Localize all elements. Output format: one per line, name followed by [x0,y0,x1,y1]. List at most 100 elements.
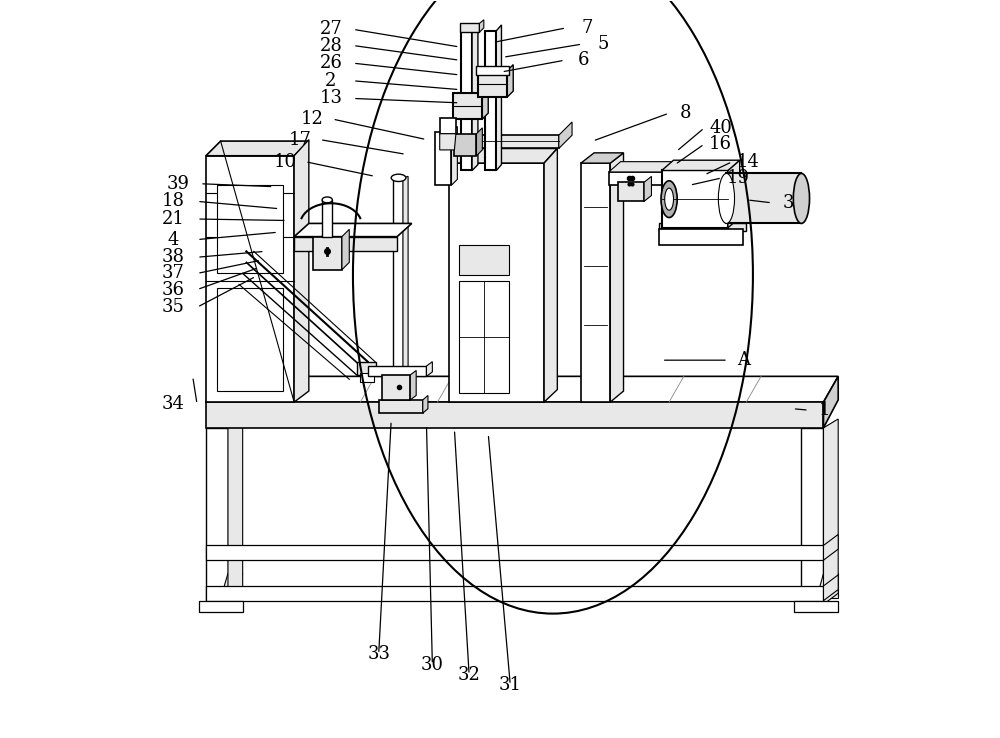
Polygon shape [823,575,838,601]
Ellipse shape [322,197,332,203]
Polygon shape [459,246,509,275]
Polygon shape [423,396,428,413]
Polygon shape [221,573,243,599]
Polygon shape [294,139,309,402]
Polygon shape [726,173,801,224]
Text: 7: 7 [581,19,592,37]
Text: 17: 17 [289,131,311,148]
Polygon shape [706,162,718,185]
Polygon shape [461,31,472,170]
Polygon shape [410,370,416,400]
Text: A: A [738,351,751,369]
Text: 18: 18 [162,193,185,210]
Polygon shape [453,92,482,119]
Polygon shape [451,126,457,185]
Ellipse shape [322,234,332,240]
Polygon shape [313,237,342,270]
Text: 33: 33 [367,645,390,663]
Polygon shape [823,376,838,428]
Text: 40: 40 [709,119,732,137]
Polygon shape [449,163,544,402]
Polygon shape [609,162,718,172]
Polygon shape [459,280,509,393]
Ellipse shape [718,173,735,224]
Text: 4: 4 [168,230,179,249]
Polygon shape [581,163,610,402]
Polygon shape [823,419,838,604]
Polygon shape [440,117,456,134]
Polygon shape [801,428,823,604]
Polygon shape [426,362,432,376]
Polygon shape [403,176,408,402]
Text: 12: 12 [301,110,324,128]
Text: 36: 36 [162,280,185,299]
Text: 27: 27 [320,21,342,38]
Polygon shape [482,86,488,119]
Polygon shape [816,573,838,599]
Polygon shape [609,172,706,185]
Text: 6: 6 [578,51,590,69]
Polygon shape [823,534,838,560]
Polygon shape [610,153,624,402]
Text: 35: 35 [162,298,185,317]
Text: 26: 26 [319,54,342,72]
Polygon shape [206,376,838,402]
Polygon shape [206,428,228,604]
Polygon shape [368,366,426,376]
Polygon shape [322,200,332,237]
Text: 30: 30 [421,655,444,674]
Polygon shape [559,122,572,148]
Ellipse shape [661,181,677,218]
Polygon shape [476,128,482,156]
Polygon shape [449,135,559,148]
Polygon shape [618,182,644,201]
Bar [217,185,283,273]
Text: 37: 37 [162,264,185,283]
Polygon shape [382,375,410,400]
Text: 2: 2 [325,72,337,90]
Polygon shape [662,160,740,170]
Polygon shape [206,156,294,402]
Polygon shape [485,31,496,170]
Polygon shape [460,24,479,32]
Text: 19: 19 [727,169,750,187]
Polygon shape [479,20,484,32]
Text: 39: 39 [166,175,189,193]
Polygon shape [454,134,476,156]
Polygon shape [206,141,309,156]
Polygon shape [440,134,456,150]
Polygon shape [644,176,651,201]
Polygon shape [659,224,746,231]
Ellipse shape [665,188,674,210]
Text: 1: 1 [819,401,831,419]
Text: 32: 32 [458,666,481,684]
Text: 13: 13 [319,89,342,108]
Polygon shape [662,170,728,228]
Polygon shape [476,66,509,75]
Polygon shape [294,224,412,237]
Text: 3: 3 [782,194,794,212]
Polygon shape [228,419,243,604]
Ellipse shape [391,174,406,182]
Polygon shape [449,148,557,163]
Polygon shape [544,148,557,402]
Polygon shape [206,545,823,560]
Polygon shape [360,373,374,382]
Text: 31: 31 [499,676,522,694]
Text: 10: 10 [274,153,297,170]
Text: 21: 21 [162,210,185,228]
Polygon shape [357,362,376,375]
Text: 8: 8 [680,104,691,123]
Text: 14: 14 [737,153,760,170]
Polygon shape [728,160,740,228]
Polygon shape [435,132,451,185]
Polygon shape [199,601,243,612]
Text: 5: 5 [597,35,609,53]
Polygon shape [659,230,743,246]
Polygon shape [294,237,397,252]
Polygon shape [379,400,423,413]
Polygon shape [507,65,513,97]
Bar [217,288,283,391]
Polygon shape [472,25,478,170]
Text: 34: 34 [162,396,185,413]
